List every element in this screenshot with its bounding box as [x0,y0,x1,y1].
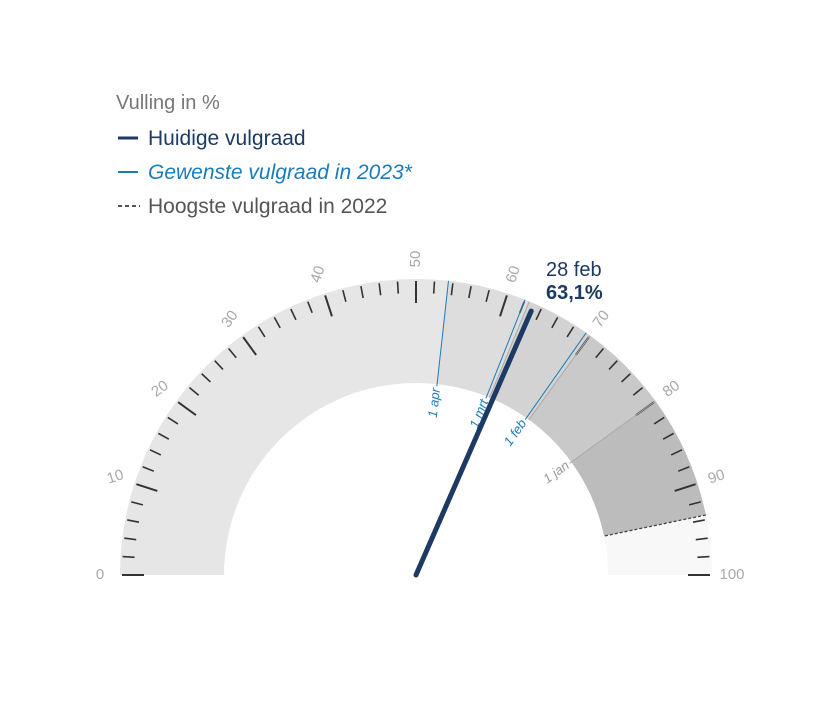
minor-tick [142,466,155,472]
minor-tick [127,519,140,523]
major-tick [177,401,197,416]
date-label: 1 jan [540,458,572,487]
minor-tick [273,316,281,329]
highest-2022-line [603,514,706,537]
minor-tick [396,281,400,294]
band-marker-line [489,301,530,398]
tick-label: 20 [148,377,171,401]
major-tick [136,483,158,492]
minor-tick [227,347,237,359]
current-value: 63,1% [546,282,603,304]
date-label: 1 feb [500,416,529,448]
minor-tick [595,347,605,359]
minor-tick [257,326,266,338]
minor-tick [188,386,200,396]
minor-tick [290,308,297,321]
major-tick [324,295,333,317]
minor-tick [697,555,710,559]
minor-tick [468,286,472,299]
minor-tick [149,449,162,456]
chart-title: Vulling in % [116,92,220,114]
tick-label: 60 [502,264,523,285]
band-marker-line [528,335,591,420]
minor-tick [621,373,631,383]
minor-tick [535,308,542,321]
minor-tick [157,432,170,440]
major-tick [674,483,696,492]
tick-label: 0 [96,566,104,583]
minor-tick [307,301,313,314]
target-line [485,299,526,399]
minor-tick [378,283,382,296]
minor-tick [122,555,135,559]
minor-tick [608,360,618,370]
gauge-band [437,280,530,398]
tick-label: 90 [706,466,727,487]
major-tick [499,295,508,317]
legend-label-current: Huidige vulgraad [148,127,306,150]
minor-tick [450,283,454,296]
band-marker-line [569,400,656,464]
gauge-band [120,279,449,575]
target-line [436,280,449,387]
gauge-band [604,514,712,575]
legend-label-target: Gewenste vulgraad in 2023* [148,161,413,184]
tick-label: 10 [105,466,126,487]
gauge-bands [120,279,712,575]
minor-tick [432,281,436,294]
minor-tick [692,519,705,523]
minor-tick [670,449,683,456]
minor-tick [662,432,675,440]
minor-tick [131,501,144,506]
tick-label: 80 [660,377,683,401]
minor-tick [688,501,701,506]
gauge-band [489,301,590,420]
minor-tick [677,466,690,472]
tick-label: 70 [590,307,614,330]
minor-tick [566,326,575,338]
minor-tick [124,537,137,541]
minor-tick [653,416,665,425]
minor-tick [167,416,179,425]
tick-label: 50 [407,251,424,268]
tick-label: 30 [218,307,242,330]
date-label: 1 apr [425,387,443,419]
minor-tick [342,290,347,303]
major-tick [242,336,257,356]
needle-line [413,308,534,578]
minor-tick [201,373,211,383]
legend: Vulling in % Huidige vulgraad Gewenste v… [116,92,413,218]
legend-label-highest: Hoogste vulgraad in 2022 [148,195,387,218]
minor-tick [695,537,708,541]
target-line [524,332,587,420]
current-annotation: 28 feb 63,1% [546,259,603,304]
minor-tick [360,286,364,299]
minor-tick [551,316,559,329]
tick-label: 40 [307,264,328,285]
gauge-ticks: 0 10 20 30 40 50 60 70 80 90 100 [96,251,745,583]
minor-tick [632,386,644,396]
current-date: 28 feb [546,259,602,281]
minor-tick [485,290,490,303]
gauge-band [528,335,656,463]
tick-label: 100 [719,566,744,583]
minor-tick [214,360,224,370]
gauge-needle [413,308,534,578]
